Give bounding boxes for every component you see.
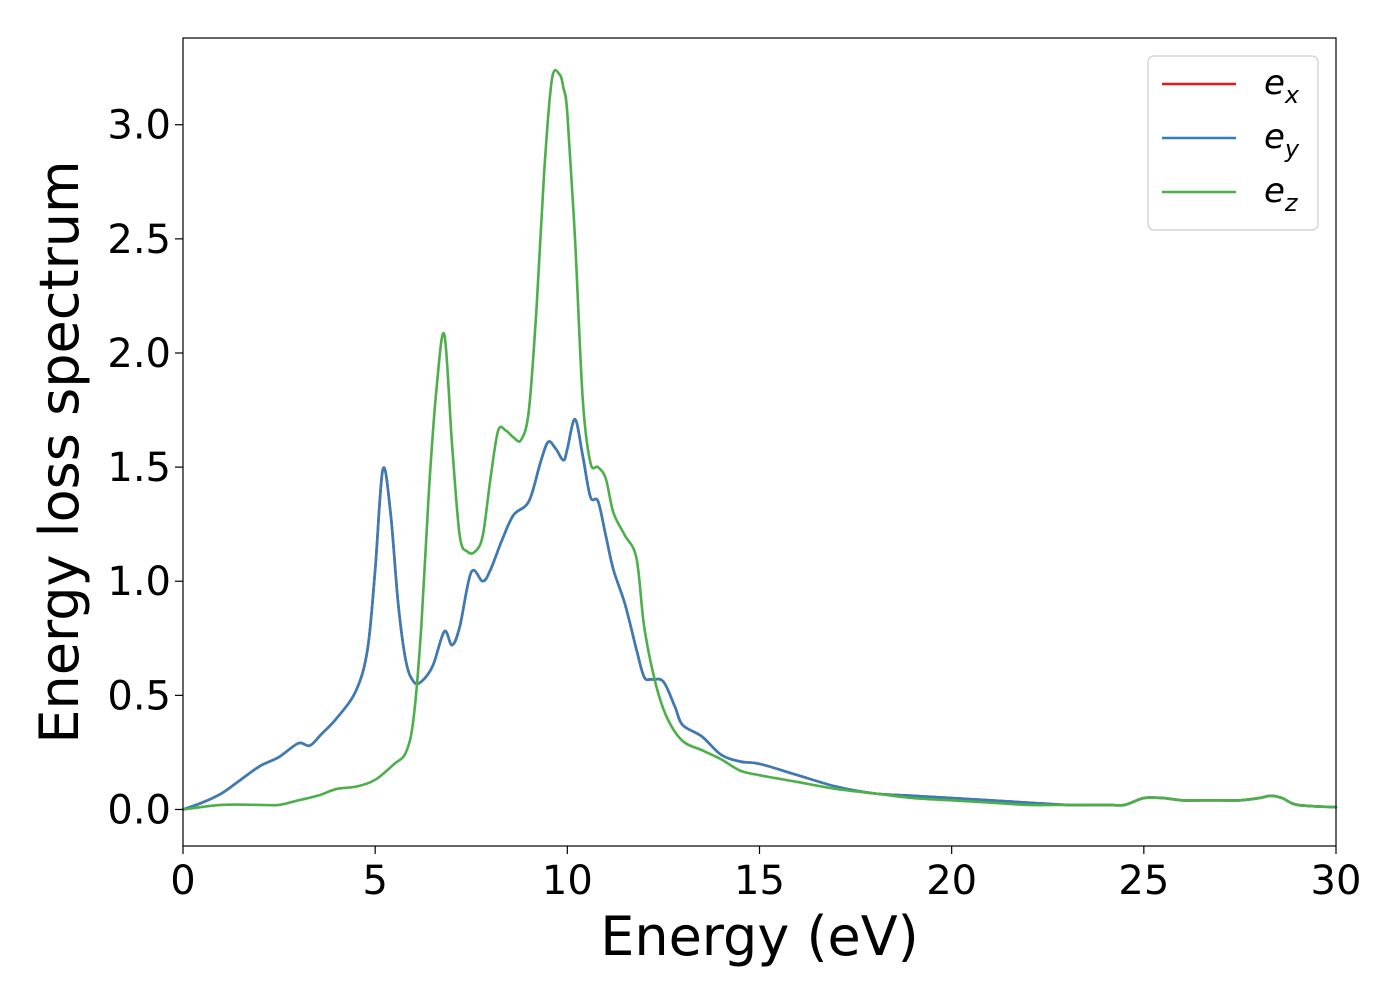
y-tick-label: 2.5	[107, 217, 171, 263]
y-tick-label: 1.5	[107, 445, 171, 491]
x-tick-label: 0	[170, 858, 195, 904]
x-tick-label: 15	[734, 858, 785, 904]
series-layer	[181, 68, 1338, 811]
legend-label-e_x: ex	[1264, 63, 1300, 109]
y-tick-label: 0.0	[107, 787, 171, 833]
y-tick-label: 1.0	[107, 559, 171, 605]
x-tick-label: 20	[926, 858, 977, 904]
legend-label-e_y: ey	[1264, 117, 1300, 163]
y-tick-label: 0.5	[107, 673, 171, 719]
legend-frame	[1147, 55, 1319, 231]
x-tick-label: 30	[1311, 858, 1362, 904]
x-axis-label: Energy (eV)	[600, 905, 919, 968]
y-axis: 0.0 0.5 1.0 1.5 2.0 2.5 3.0	[107, 103, 183, 833]
x-axis: 0 5 10 15 20 25 30	[170, 846, 1361, 904]
y-tick-label: 3.0	[107, 103, 171, 149]
y-axis-label: Energy loss spectrum	[28, 160, 91, 743]
x-tick-label: 5	[362, 858, 387, 904]
series-line-e_z	[181, 68, 1338, 811]
y-tick-label: 2.0	[107, 331, 171, 377]
x-tick-label: 25	[1118, 858, 1169, 904]
x-tick-label: 10	[542, 858, 593, 904]
legend-label-e_z: ez	[1264, 171, 1299, 217]
legend: ex ey ez	[1147, 55, 1319, 231]
